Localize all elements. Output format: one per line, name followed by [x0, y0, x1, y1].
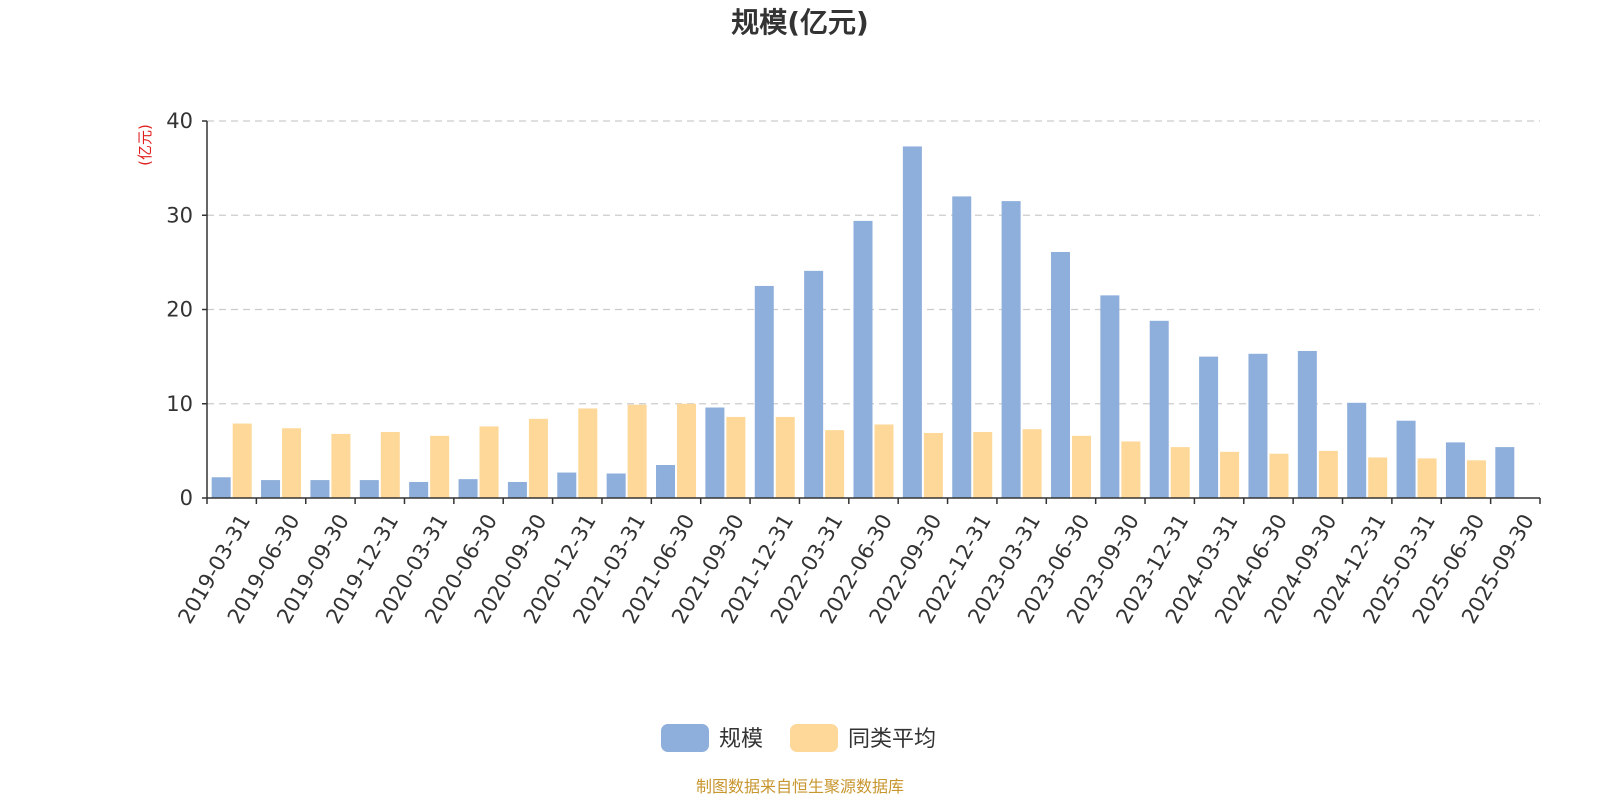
bar-scale[interactable]: [804, 270, 824, 498]
bar-peer-average[interactable]: [282, 428, 302, 498]
bar-scale[interactable]: [1445, 442, 1465, 498]
bar-peer-average[interactable]: [923, 432, 943, 498]
bar-peer-average[interactable]: [1220, 451, 1240, 498]
legend[interactable]: 规模 同类平均: [661, 724, 936, 752]
bar-scale[interactable]: [754, 285, 774, 498]
bar-scale[interactable]: [705, 407, 725, 498]
bar-scale[interactable]: [359, 480, 379, 498]
bar-peer-average[interactable]: [874, 424, 894, 498]
bar-peer-average[interactable]: [1170, 447, 1190, 498]
y-axis-unit-label: (亿元): [136, 124, 154, 166]
bar-scale[interactable]: [1396, 420, 1416, 498]
bar-scale[interactable]: [952, 196, 972, 498]
bar-scale[interactable]: [1297, 350, 1317, 498]
chart-title: 规模(亿元): [731, 6, 869, 39]
y-tick-label: 0: [180, 486, 193, 510]
bar-scale[interactable]: [606, 473, 626, 498]
bar-peer-average[interactable]: [726, 416, 746, 498]
bar-scale[interactable]: [902, 146, 922, 498]
bar-peer-average[interactable]: [627, 404, 647, 498]
bar-peer-average[interactable]: [677, 403, 697, 498]
bar-peer-average[interactable]: [1071, 435, 1091, 498]
bar-scale[interactable]: [507, 481, 527, 498]
bar-scale[interactable]: [557, 472, 577, 498]
bar-peer-average[interactable]: [1417, 458, 1437, 498]
legend-swatch-scale[interactable]: [661, 724, 709, 752]
bar-peer-average[interactable]: [578, 408, 598, 498]
legend-label-peer-average[interactable]: 同类平均: [848, 727, 936, 752]
y-tick-label: 30: [166, 203, 193, 227]
bar-scale[interactable]: [1050, 252, 1070, 498]
bar-peer-average[interactable]: [331, 433, 351, 498]
bar-scale[interactable]: [310, 480, 330, 498]
bar-peer-average[interactable]: [380, 432, 400, 498]
axes: 0102030402019-03-312019-06-302019-09-302…: [166, 109, 1541, 628]
bar-peer-average[interactable]: [232, 423, 252, 498]
bar-scale[interactable]: [261, 480, 281, 498]
bar-scale[interactable]: [211, 477, 231, 498]
bar-peer-average[interactable]: [1022, 429, 1042, 498]
bar-peer-average[interactable]: [528, 418, 548, 498]
bar-scale[interactable]: [1100, 295, 1120, 498]
grid-lines: [207, 120, 1540, 405]
bar-scale[interactable]: [1001, 201, 1021, 499]
bar-peer-average[interactable]: [1368, 457, 1388, 498]
bar-scale[interactable]: [1199, 356, 1219, 498]
bar-scale[interactable]: [409, 481, 429, 498]
bar-peer-average[interactable]: [1121, 441, 1141, 498]
y-tick-label: 20: [166, 298, 193, 322]
legend-swatch-peer-average[interactable]: [790, 724, 838, 752]
bar-peer-average[interactable]: [1318, 450, 1338, 498]
bar-scale[interactable]: [1347, 402, 1367, 498]
bar-peer-average[interactable]: [973, 432, 993, 498]
bar-scale[interactable]: [1495, 447, 1515, 498]
bar-peer-average[interactable]: [1466, 460, 1486, 498]
bars: [211, 146, 1515, 499]
bar-peer-average[interactable]: [775, 416, 795, 498]
legend-label-scale[interactable]: 规模: [719, 727, 763, 752]
bar-scale[interactable]: [656, 465, 676, 498]
bar-scale[interactable]: [1248, 353, 1268, 498]
bar-peer-average[interactable]: [1269, 453, 1289, 498]
bar-peer-average[interactable]: [479, 426, 499, 498]
y-tick-label: 40: [166, 109, 193, 133]
bar-scale[interactable]: [1149, 320, 1169, 498]
bar-peer-average[interactable]: [430, 435, 450, 498]
y-tick-label: 10: [166, 392, 193, 416]
bar-scale[interactable]: [458, 479, 478, 498]
bar-scale[interactable]: [853, 220, 873, 498]
data-source-note: 制图数据来自恒生聚源数据库: [696, 777, 904, 796]
bar-peer-average[interactable]: [825, 430, 845, 498]
